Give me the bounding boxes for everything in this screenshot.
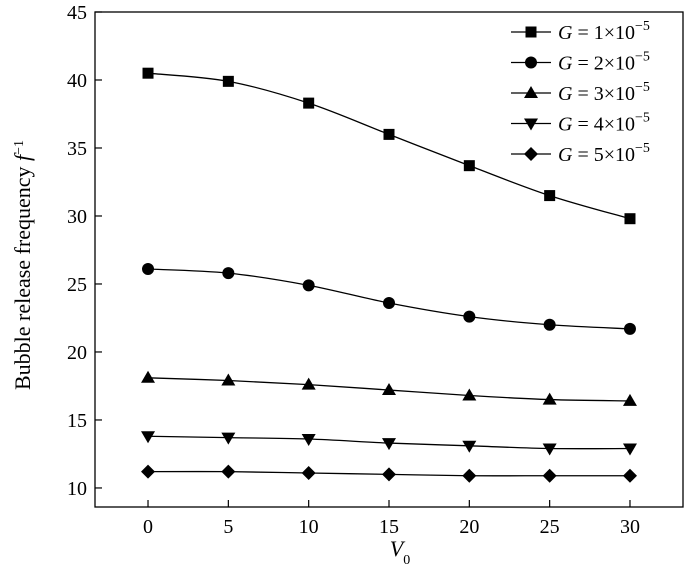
data-point (142, 67, 154, 79)
x-tick-label: 30 (620, 516, 640, 538)
legend-marker (524, 147, 538, 161)
data-point (222, 267, 235, 280)
data-point (622, 393, 637, 406)
legend-marker (525, 26, 537, 38)
data-point (544, 190, 556, 202)
data-point (382, 438, 396, 451)
data-point (462, 468, 477, 483)
x-tick-label: 10 (299, 516, 319, 538)
legend-entry: G = 2×10−5 (511, 50, 650, 75)
x-axis-title: V0 (390, 536, 410, 568)
legend-marker (524, 86, 538, 98)
legend-label: G = 1×10−5 (558, 19, 650, 44)
data-point (624, 213, 636, 225)
data-point (301, 466, 316, 481)
data-point (221, 432, 236, 445)
x-tick-label: 15 (379, 516, 399, 538)
y-tick-label: 35 (67, 138, 87, 160)
y-tick-label: 25 (67, 274, 87, 296)
series-triangle-down (141, 431, 637, 456)
data-point (542, 392, 557, 405)
series-square (142, 67, 636, 225)
legend-label: G = 4×10−5 (558, 111, 650, 136)
y-axis-title: Bubble release frequency f−1 (10, 140, 35, 390)
legend-entry: G = 1×10−5 (511, 19, 650, 44)
y-tick-label: 45 (67, 2, 87, 24)
data-point (542, 443, 557, 456)
x-tick-label: 0 (143, 516, 153, 538)
data-point (221, 464, 236, 479)
data-point (463, 310, 476, 323)
legend-marker (525, 56, 537, 69)
data-point (462, 440, 477, 453)
y-axis-ticks: 10 15 20 25 30 35 40 45 (67, 2, 102, 500)
legend-entry: G = 4×10−5 (511, 111, 650, 136)
data-point (623, 322, 636, 335)
series-layer (141, 67, 637, 483)
y-tick-label: 10 (67, 478, 87, 500)
x-axis-ticks: 0 5 10 15 20 25 30 (143, 500, 640, 538)
x-tick-label: 20 (459, 516, 479, 538)
legend: G = 1×10−5 G = 2×10−5 G = 3×10−5 G = 4×10−5… (511, 19, 650, 166)
data-point (301, 377, 316, 390)
data-point (141, 370, 156, 383)
series-triangle-up (141, 370, 637, 406)
data-point (622, 468, 637, 483)
legend-label: G = 2×10−5 (558, 50, 650, 75)
data-point (463, 160, 475, 172)
x-tick-label: 25 (540, 516, 560, 538)
y-tick-label: 30 (67, 206, 87, 228)
data-point (303, 97, 315, 109)
data-point (222, 75, 234, 87)
x-tick-label: 5 (223, 516, 233, 538)
data-point (221, 373, 236, 386)
data-point (383, 297, 395, 310)
data-point (622, 443, 637, 456)
legend-label: G = 3×10−5 (558, 80, 650, 105)
legend-entry: G = 3×10−5 (511, 80, 650, 105)
y-tick-label: 15 (67, 410, 87, 432)
data-point (382, 467, 396, 482)
data-point (462, 388, 477, 401)
data-point (141, 464, 156, 479)
data-point (301, 434, 316, 447)
data-point (302, 279, 315, 292)
legend-entry: G = 5×10−5 (511, 141, 650, 166)
data-point (542, 468, 557, 483)
y-tick-label: 40 (67, 70, 87, 92)
series-diamond (141, 464, 637, 483)
data-point (141, 431, 156, 444)
legend-label: G = 5×10−5 (558, 141, 650, 166)
data-point (142, 263, 155, 276)
data-point (382, 383, 396, 396)
series-circle (142, 263, 636, 335)
y-tick-label: 20 (67, 342, 87, 364)
legend-marker (524, 118, 538, 131)
data-point (383, 128, 395, 140)
data-point (543, 318, 556, 331)
